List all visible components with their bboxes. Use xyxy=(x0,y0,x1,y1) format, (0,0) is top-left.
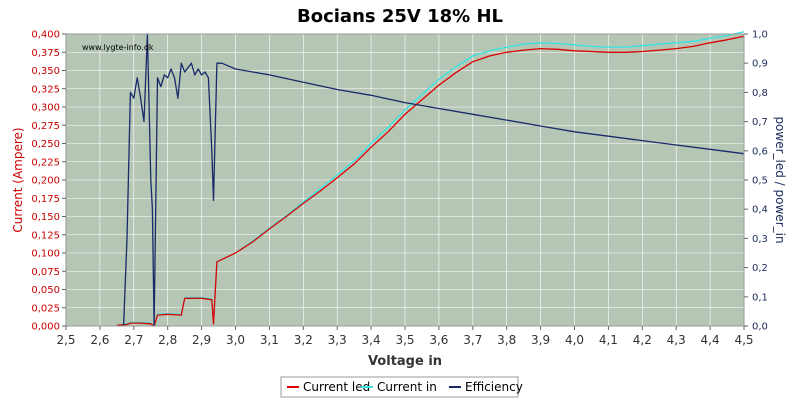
x-tick-label: 2,7 xyxy=(124,333,143,347)
x-tick-label: 3,2 xyxy=(294,333,313,347)
left-axis-title: Current (Ampere) xyxy=(11,127,25,232)
x-tick-label: 2,8 xyxy=(158,333,177,347)
left-tick-label: 0,250 xyxy=(31,139,60,150)
x-tick-label: 3,6 xyxy=(429,333,448,347)
x-tick-label: 3,1 xyxy=(260,333,279,347)
left-tick-label: 0,150 xyxy=(31,212,60,223)
left-tick-label: 0,225 xyxy=(31,157,60,168)
left-tick-label: 0,000 xyxy=(31,322,60,333)
right-tick-label: 0,4 xyxy=(752,205,768,216)
right-tick-label: 0,9 xyxy=(752,59,768,70)
x-axis-title: Voltage in xyxy=(368,354,442,369)
chart-title: Bocians 25V 18% HL xyxy=(297,6,503,27)
right-tick-label: 0,7 xyxy=(752,117,768,128)
x-tick-label: 4,5 xyxy=(734,333,753,347)
left-tick-label: 0,075 xyxy=(31,267,60,278)
left-tick-label: 0,100 xyxy=(31,249,60,260)
x-tick-label: 4,0 xyxy=(565,333,584,347)
left-tick-label: 0,400 xyxy=(31,30,60,41)
x-tick-label: 2,9 xyxy=(192,333,211,347)
x-tick-label: 3,0 xyxy=(226,333,245,347)
left-tick-label: 0,050 xyxy=(31,285,60,296)
left-tick-label: 0,375 xyxy=(31,48,60,59)
x-tick-label: 2,5 xyxy=(56,333,75,347)
x-tick-label: 3,3 xyxy=(328,333,347,347)
x-tick-label: 4,2 xyxy=(633,333,652,347)
left-tick-label: 0,125 xyxy=(31,230,60,241)
series-line-efficiency xyxy=(122,33,745,327)
left-tick-label: 0,300 xyxy=(31,103,60,114)
x-tick-label: 2,6 xyxy=(90,333,109,347)
series-layer xyxy=(116,31,745,327)
right-tick-label: 0,6 xyxy=(752,146,768,157)
left-axis: 0,000 0,025 0,050 0,075 0,100 0,125 0,150 0,175… xyxy=(31,30,66,333)
legend-label-efficiency: Efficiency xyxy=(465,380,523,394)
left-tick-label: 0,350 xyxy=(31,66,60,77)
x-tick-label: 3,9 xyxy=(531,333,550,347)
right-axis-title: power_led / power_in xyxy=(773,116,787,243)
left-tick-label: 0,200 xyxy=(31,176,60,187)
x-tick-label: 4,1 xyxy=(599,333,618,347)
right-tick-label: 0,2 xyxy=(752,263,768,274)
legend-label-current-led: Current led xyxy=(303,380,370,394)
series-line-current-led xyxy=(116,35,745,327)
right-tick-label: 1,0 xyxy=(752,30,768,41)
legend: Current led Current in Efficiency xyxy=(280,376,523,398)
right-tick-label: 0,0 xyxy=(752,322,768,333)
x-tick-label: 3,4 xyxy=(362,333,381,347)
x-tick-label: 4,4 xyxy=(701,333,720,347)
x-tick-label: 3,5 xyxy=(395,333,414,347)
legend-label-current-in: Current in xyxy=(377,380,437,394)
left-tick-label: 0,275 xyxy=(31,121,60,132)
left-tick-label: 0,025 xyxy=(31,303,60,314)
right-axis: 0,0 0,1 0,2 0,3 0,4 0,5 0,6 0,7 0,8 0,9 1,0 xyxy=(744,30,768,333)
x-tick-label: 4,3 xyxy=(667,333,686,347)
right-tick-label: 0,1 xyxy=(752,292,768,303)
x-axis: 2,5 2,6 2,7 2,8 2,9 3,0 3,1 3,2 3,3 3,4 3,5 3,6 3,7 3… xyxy=(56,326,754,347)
legend-box xyxy=(280,376,519,398)
series-line-current-in xyxy=(116,31,745,327)
left-tick-label: 0,175 xyxy=(31,194,60,205)
x-tick-label: 3,8 xyxy=(497,333,516,347)
left-tick-label: 0,325 xyxy=(31,84,60,95)
right-tick-label: 0,3 xyxy=(752,234,768,245)
watermark: www.lygte-info.dk xyxy=(82,43,154,52)
right-tick-label: 0,8 xyxy=(752,88,768,99)
right-tick-label: 0,5 xyxy=(752,176,768,187)
x-tick-label: 3,7 xyxy=(463,333,482,347)
